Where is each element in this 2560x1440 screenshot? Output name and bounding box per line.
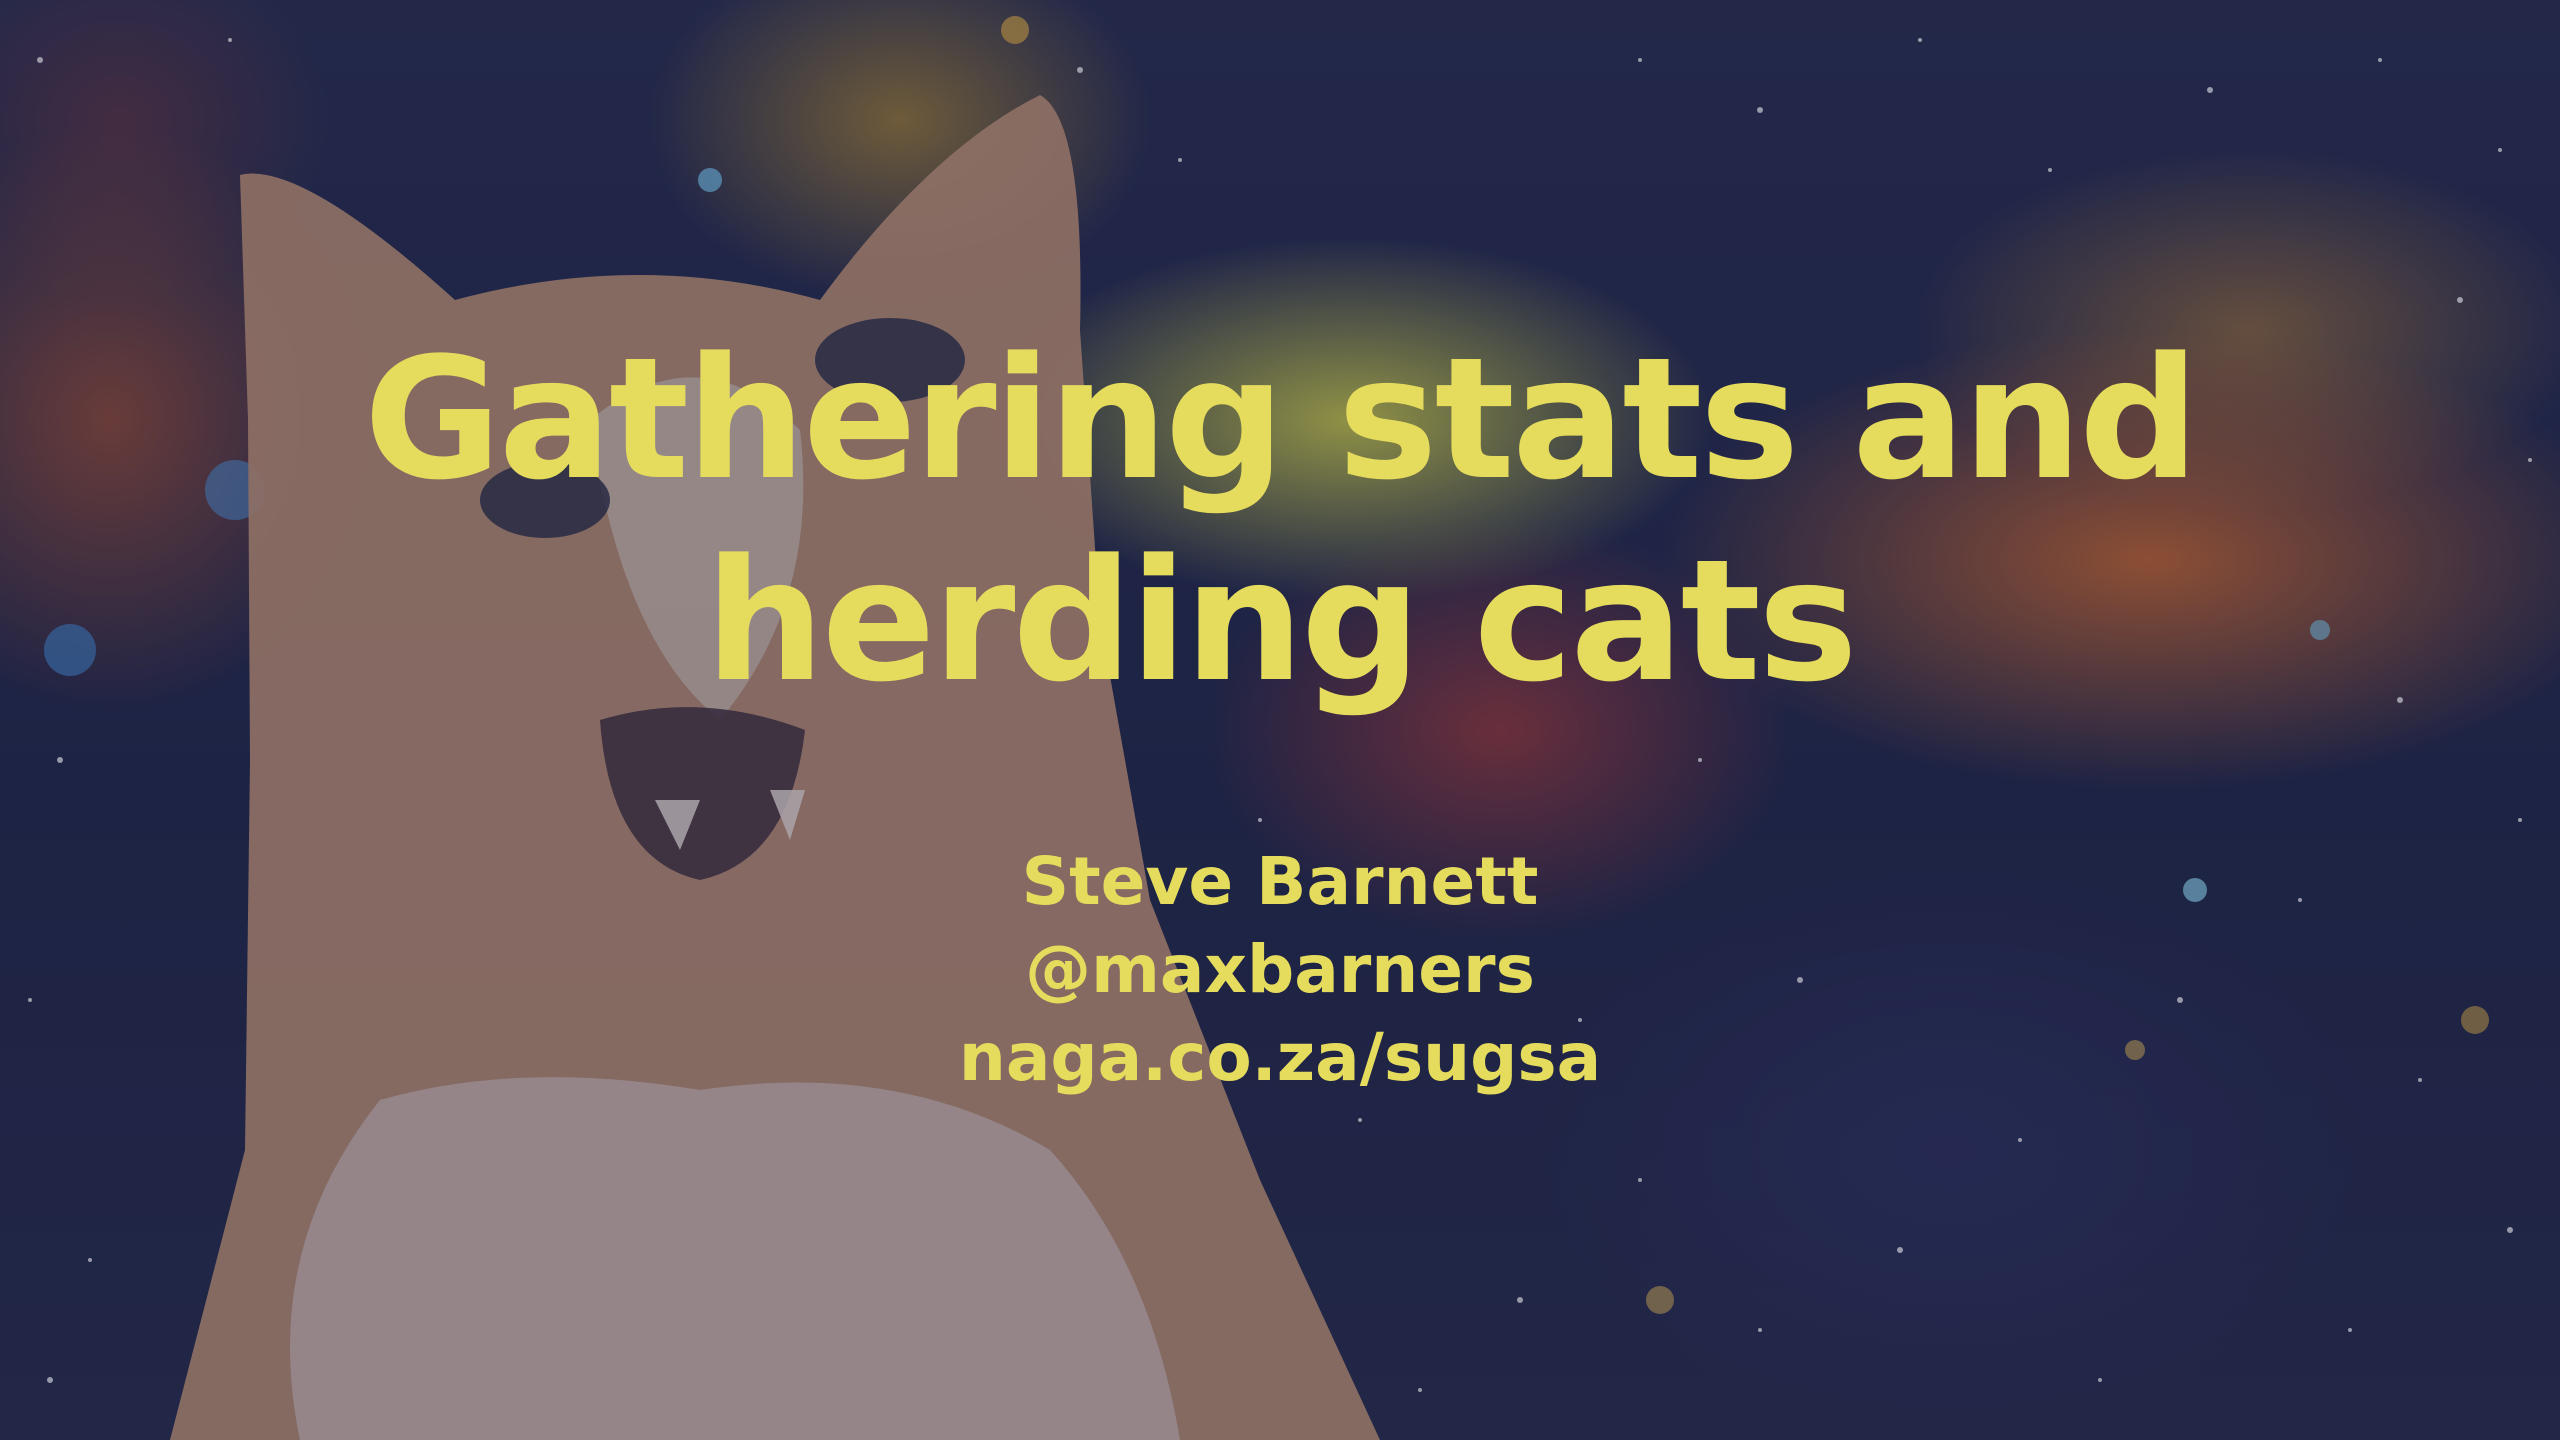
slides-url: naga.co.za/sugsa — [958, 1019, 1602, 1096]
slide-title: Gathering stats and herding cats — [0, 318, 2560, 722]
byline: Steve Barnett @maxbarners naga.co.za/sug… — [0, 838, 2560, 1102]
cat-illustration — [170, 95, 1380, 1440]
twitter-handle: @maxbarners — [1025, 931, 1535, 1008]
slide-title-line-1: Gathering stats and — [363, 321, 2200, 517]
slide-title-line-2: herding cats — [705, 523, 1858, 719]
author-name: Steve Barnett — [1021, 843, 1539, 920]
